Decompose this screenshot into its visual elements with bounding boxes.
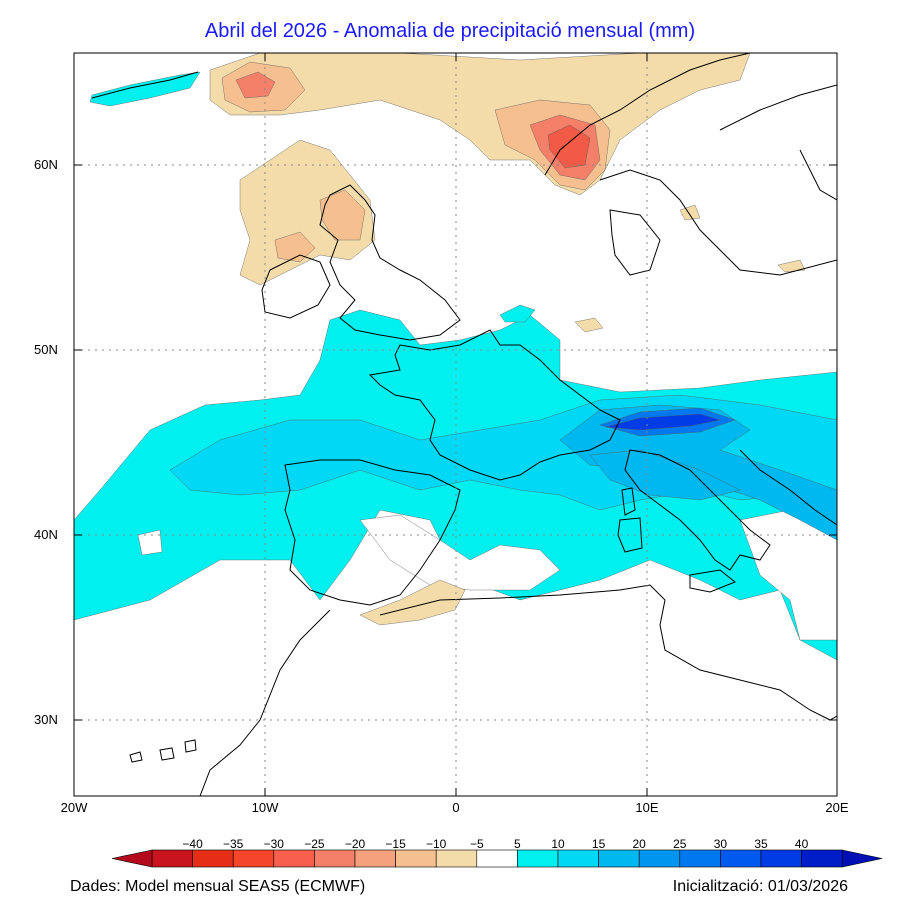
lat-label-50n: 50N [34,342,58,357]
colorbar-swatch [557,849,599,868]
colorbar-label: 25 [673,837,687,851]
colorbar-swatch [395,849,437,868]
colorbar-label: 35 [754,837,768,851]
colorbar-label: −30 [263,837,284,851]
colorbar-label: 20 [632,837,646,851]
dry-anomaly-mid [319,189,366,241]
wet-anomaly-strong [605,413,721,431]
lon-label-10e: 10E [635,800,659,815]
colorbar-swatch [517,849,559,868]
colorbar-low-arrow [111,849,153,868]
lon-label-0: 0 [452,800,460,815]
colorbar-label: 15 [591,837,606,851]
lat-label-60n: 60N [34,157,58,172]
colorbar-high-arrow [841,849,883,868]
colorbar-swatch [273,849,315,868]
colorbar-swatch [598,849,640,868]
colorbar-swatch [476,849,518,868]
dry-anomaly-area [574,317,604,333]
colorbar-swatch [801,849,843,868]
colorbar-swatch [760,849,802,868]
dry-anomaly-mid [274,231,316,263]
neutral-area [137,529,163,556]
colorbar-label: 30 [713,837,728,851]
colorbar-swatch [192,849,234,868]
colorbar-label: 10 [551,837,565,851]
colorbar-swatch [720,849,762,868]
coastlines [91,53,837,796]
colorbar-label: −10 [426,837,447,851]
graticule [74,53,837,796]
colorbar-swatch [314,849,356,868]
dry-anomaly-area [209,53,751,196]
colorbar-swatch [232,849,275,868]
colorbar-label: −15 [385,837,406,851]
colorbar-label: −40 [182,837,203,851]
colorbar-label: −35 [223,837,244,851]
wet-anomaly-area [89,71,201,107]
map-title: Abril del 2026 - Anomalia de precipitaci… [204,20,696,42]
lon-label-10w: 10W [251,800,279,815]
colorbar-swatch [151,849,193,868]
colorbar-swatch [354,849,396,868]
lat-label-30n: 30N [34,712,58,727]
colorbar-label: 5 [514,837,521,851]
neutral-area [359,514,561,591]
data-source: Dades: Model mensual SEAS5 (ECMWF) [70,878,366,895]
dry-anomaly-area [777,259,806,273]
init-date: Inicialització: 01/03/2026 [672,878,848,895]
colorbar-label: 40 [794,837,809,851]
wet-anomaly-area [499,304,536,323]
dry-anomaly-area [239,139,376,286]
lon-label-20w: 20W [60,800,88,815]
colorbar-swatch [638,849,681,868]
lon-label-20e: 20E [825,800,849,815]
colorbar-label: −20 [344,837,366,851]
dry-anomaly-area [679,204,701,221]
axis-ticks [74,53,837,796]
colorbar-label: −25 [304,837,325,851]
lat-label-40n: 40N [34,527,58,542]
colorbar-swatch [679,849,721,868]
colorbar-label: −5 [469,837,484,851]
dry-anomaly-mid [235,71,276,99]
colorbar-swatch [435,849,478,868]
